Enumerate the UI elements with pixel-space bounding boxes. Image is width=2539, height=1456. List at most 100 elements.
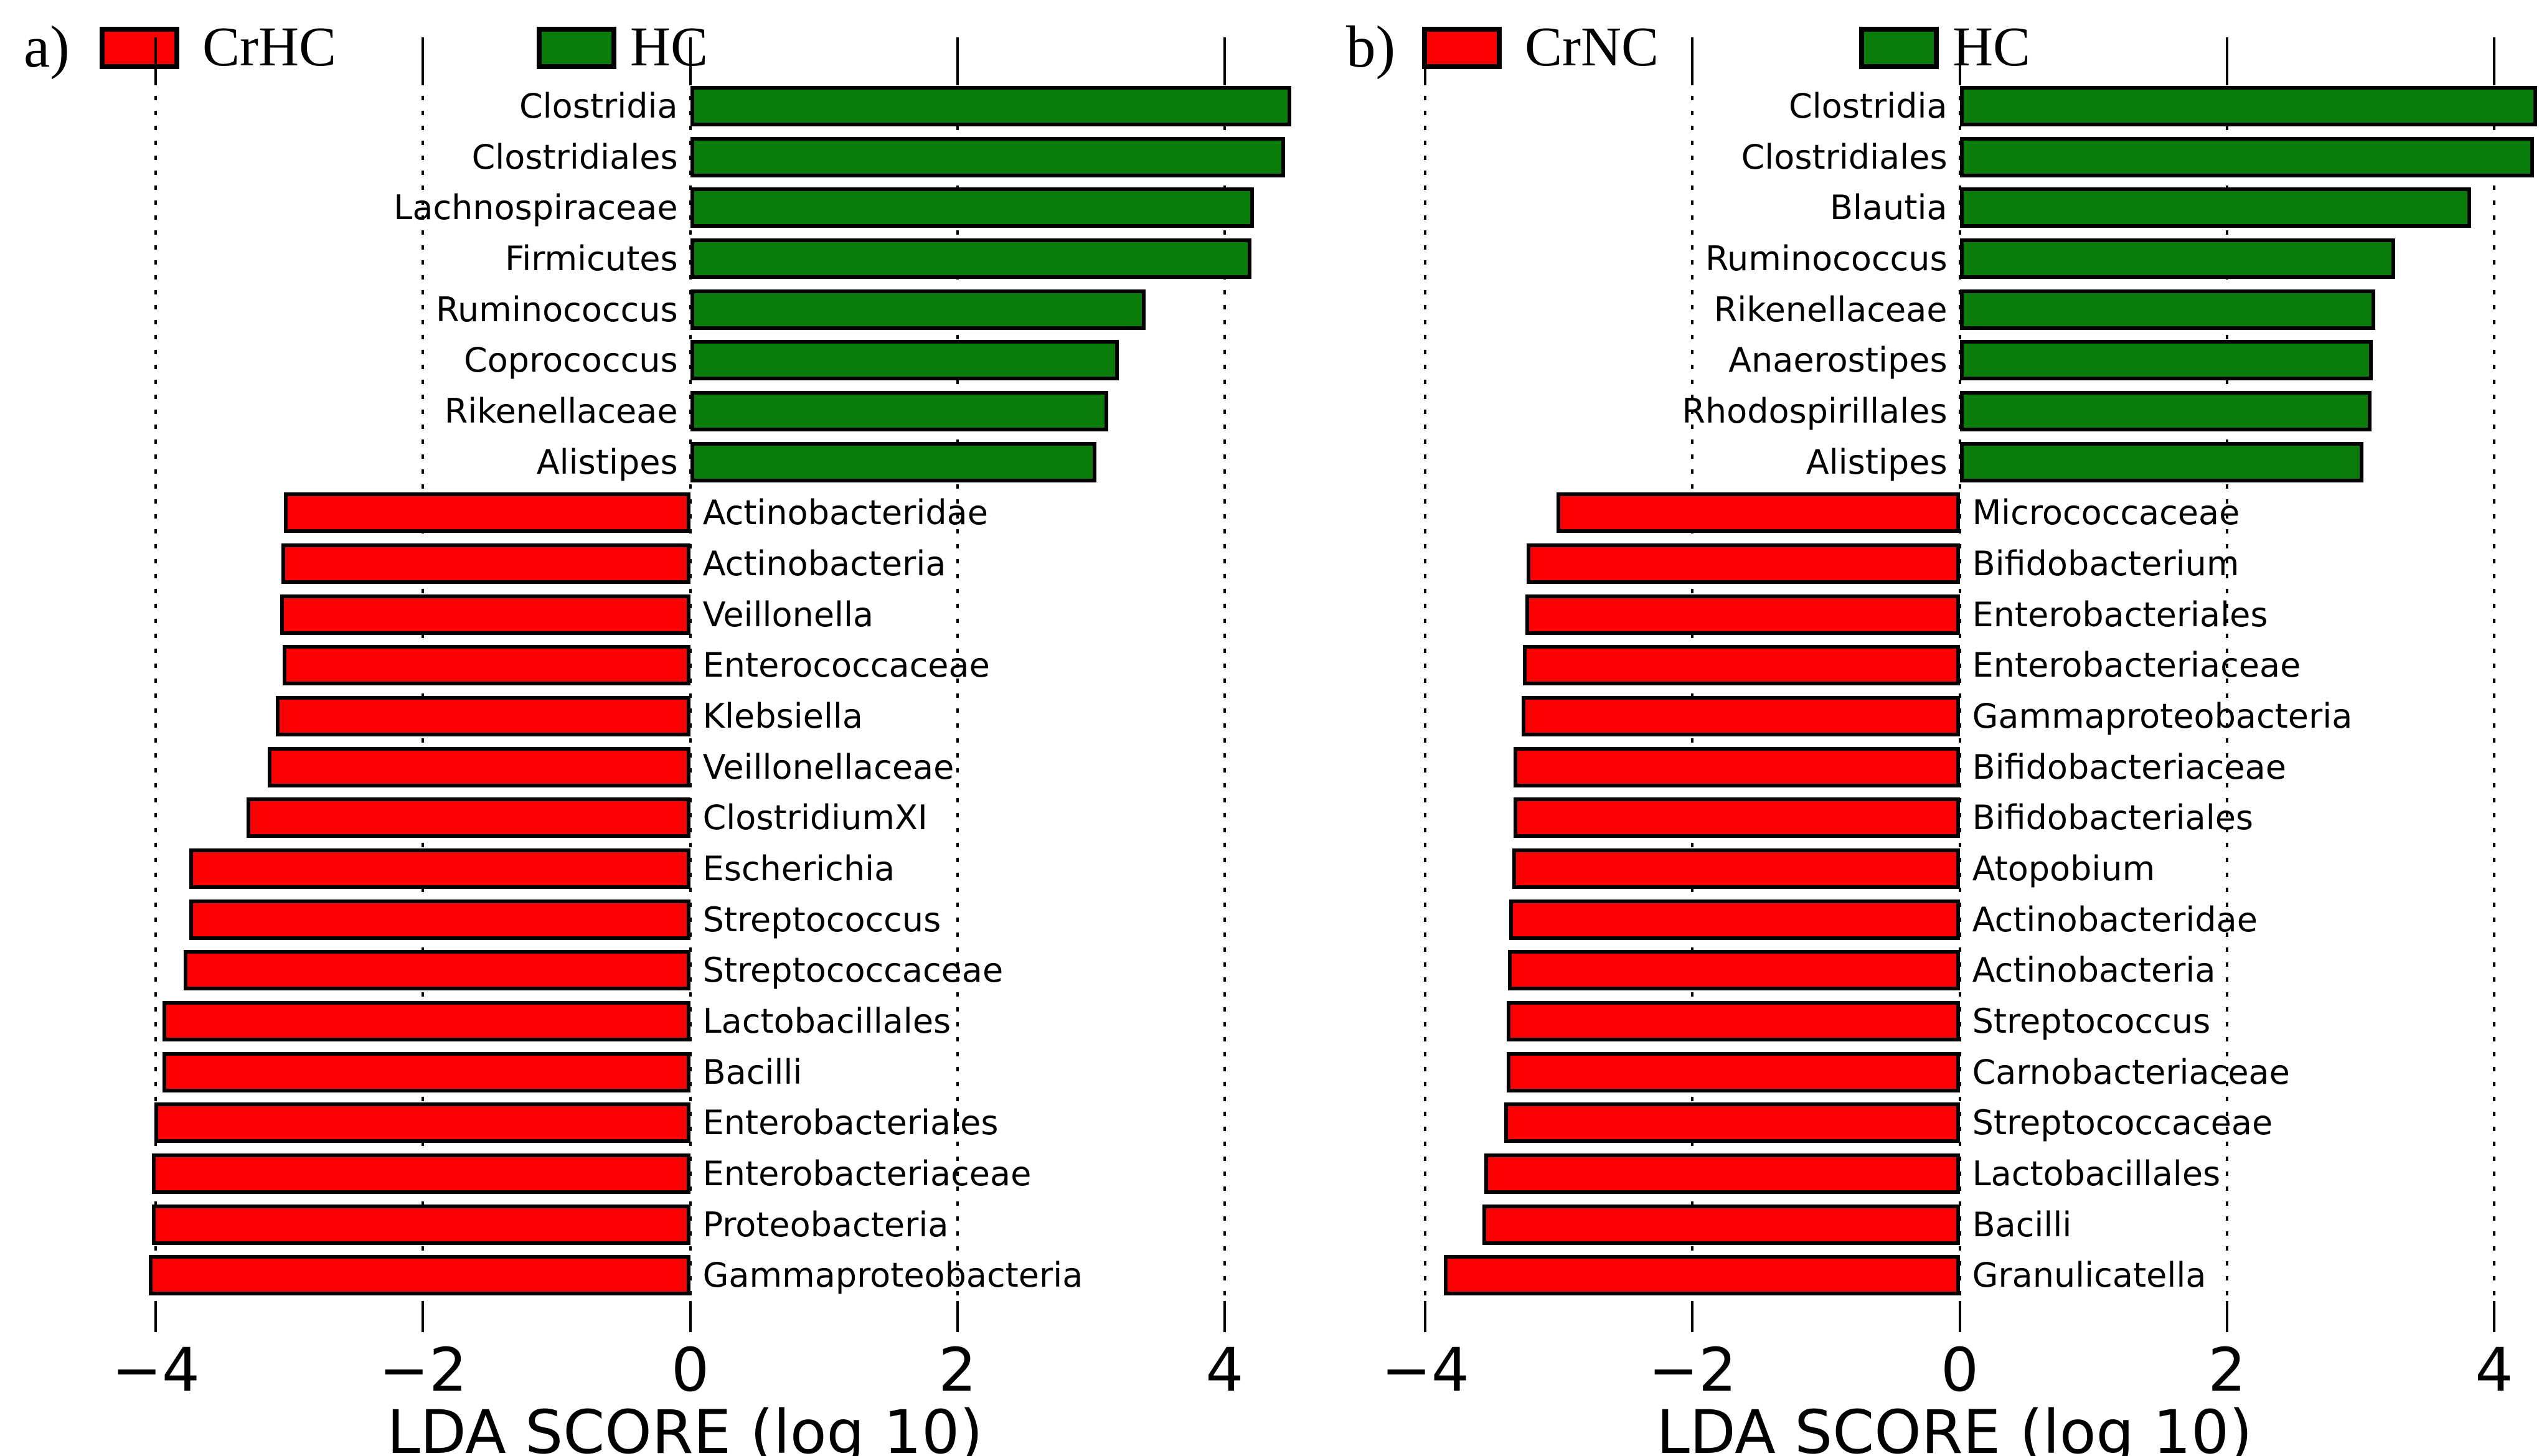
bar-lactobacillales	[162, 1001, 690, 1041]
axis-tick-bottom-x0	[689, 1301, 692, 1332]
bar-label-firmicutes: Firmicutes	[505, 239, 678, 278]
axis-tick-label-x2: 2	[2208, 1335, 2246, 1405]
bar-row: Lactobacillales	[1332, 1148, 2539, 1200]
bar-enterococcaceae	[283, 645, 690, 686]
bar-enterobacteriales	[154, 1102, 690, 1144]
bar-row: Gammaproteobacteria	[62, 1250, 1307, 1301]
legend-swatch-hc	[537, 27, 616, 69]
bar-label-clostridia: Clostridia	[519, 87, 678, 126]
bar-row: Veillonellaceae	[62, 742, 1307, 793]
axis-tick-bottom-x-4	[1424, 1301, 1427, 1332]
bar-row: Rikenellaceae	[62, 386, 1307, 437]
bar-label-micrococcaceae: Micrococcaceae	[1972, 493, 2240, 533]
axis-tick-label-x4: 4	[2475, 1335, 2513, 1405]
bar-escherichia	[189, 848, 690, 889]
legend-swatch-crnc	[1422, 27, 1502, 69]
gridline-x-4	[1424, 81, 1427, 1301]
bar-row: Streptococcaceae	[1332, 1097, 2539, 1148]
bar-row: Clostridia	[62, 81, 1307, 132]
bar-label-atopobium: Atopobium	[1972, 849, 2155, 888]
bar-row: Klebsiella	[62, 691, 1307, 742]
plot-area-a: −4 −2 0 2 4 Clostridia Clostridiales Lachnospir…	[0, 37, 1292, 1405]
bar-row: Granulicatella	[1332, 1250, 2539, 1301]
bar-label-coprococcus: Coprococcus	[464, 341, 678, 380]
bar-actinobacteria	[281, 543, 690, 584]
bar-bacilli	[162, 1051, 690, 1092]
axis-tick-top-x-4	[154, 37, 158, 81]
bar-label-gammaproteobacteria: Gammaproteobacteria	[702, 1256, 1083, 1295]
bar-row: ClostridiumXI	[62, 792, 1307, 843]
bar-label-actinobacteridae: Actinobacteridae	[1972, 899, 2258, 939]
bar-row: Micrococcaceae	[1332, 487, 2539, 538]
bar-row: Enterobacteriaceae	[62, 1148, 1307, 1200]
bar-label-clostridiales: Clostridiales	[1741, 137, 1948, 177]
bar-rhodospirillales	[1959, 391, 2372, 431]
bar-actinobacteridae	[284, 492, 690, 533]
axis-tick-top-x4	[1223, 37, 1226, 81]
axis-tick-label-x0: 0	[1941, 1335, 1979, 1405]
bar-row: Enterobacteriales	[62, 1097, 1307, 1148]
bar-row: Streptococcus	[62, 895, 1307, 946]
bar-row: Blautia	[1332, 182, 2539, 233]
bar-label-lactobacillales: Lactobacillales	[1972, 1154, 2221, 1193]
axis-tick-top-x-4	[1424, 37, 1427, 81]
bar-row: Clostridiales	[1332, 132, 2539, 183]
bar-row: Streptococcaceae	[62, 945, 1307, 996]
bar-row: Actinobacteridae	[62, 487, 1307, 538]
bar-label-clostridiumxi: ClostridiumXI	[702, 798, 928, 838]
bar-row: Coprococcus	[62, 335, 1307, 386]
bar-proteobacteria	[151, 1204, 690, 1245]
legend-swatch-crhc	[100, 27, 179, 69]
legend-panel-b: b) CrNC HC	[1270, 0, 2539, 84]
plot-inner-b: −4 −2 0 2 4 Clostridia Clostridiales Blautia Rum…	[1332, 37, 2539, 1405]
axis-tick-label-x-2: −2	[379, 1335, 468, 1405]
bar-label-streptococcaceae: Streptococcaceae	[702, 951, 1004, 990]
axis-tick-bottom-x4	[2492, 1301, 2495, 1332]
axis-tick-bottom-x2	[2225, 1301, 2228, 1332]
x-axis-title-a: LDA SCORE (log 10)	[387, 1397, 983, 1456]
panel-a: a) CrHC HC −4 −2 0 2 4 Clostridia Clostridiale…	[0, 14, 1292, 1456]
bar-row: Clostridia	[1332, 81, 2539, 132]
legend-inner: b) CrNC HC	[1322, 0, 2539, 84]
axis-tick-bottom-x-2	[1691, 1301, 1694, 1332]
bar-label-veillonella: Veillonella	[702, 594, 874, 634]
bar-veillonellaceae	[268, 746, 690, 787]
bar-label-bacilli: Bacilli	[702, 1052, 803, 1092]
bar-alistipes	[1959, 441, 2363, 482]
bar-row: Alistipes	[62, 437, 1307, 488]
axis-tick-label-x-4: −4	[1381, 1335, 1469, 1405]
bar-row: Actinobacteria	[62, 538, 1307, 589]
gridline-x0	[1958, 81, 1961, 1301]
bar-clostridia	[1959, 86, 2537, 126]
bar-label-streptococcus: Streptococcus	[1972, 1002, 2211, 1041]
bar-label-carnobacteriaceae: Carnobacteriaceae	[1972, 1052, 2290, 1092]
gridline-x-4	[154, 81, 158, 1301]
plot-area-b: −4 −2 0 2 4 Clostridia Clostridiales Blautia Rum…	[1270, 37, 2539, 1405]
bar-micrococcaceae	[1556, 492, 1960, 533]
axis-tick-bottom-x-4	[154, 1301, 158, 1332]
bar-enterobacteriaceae	[151, 1153, 690, 1194]
bar-row: Streptococcus	[1332, 996, 2539, 1047]
panel-a-tag: a)	[24, 14, 70, 80]
bar-row: Enterobacteriales	[1332, 589, 2539, 641]
axis-tick-top-x4	[2492, 37, 2495, 81]
bar-rikenellaceae	[1959, 289, 2375, 330]
bar-row: Rikenellaceae	[1332, 284, 2539, 336]
bar-label-lactobacillales: Lactobacillales	[702, 1002, 951, 1041]
bar-blautia	[1959, 187, 2472, 228]
bar-row: Anaerostipes	[1332, 335, 2539, 386]
bar-label-enterobacteriaceae: Enterobacteriaceae	[702, 1154, 1032, 1193]
bar-label-bifidobacterium: Bifidobacterium	[1972, 544, 2240, 583]
axis-tick-label-x4: 4	[1205, 1335, 1244, 1405]
bar-label-bacilli: Bacilli	[1972, 1205, 2072, 1244]
bar-label-enterobacteriaceae: Enterobacteriaceae	[1972, 646, 2301, 685]
bar-row: Ruminococcus	[62, 284, 1307, 336]
bar-row: Bacilli	[1332, 1200, 2539, 1251]
bar-label-bifidobacteriaceae: Bifidobacteriaceae	[1972, 747, 2286, 787]
bar-row: Enterococcaceae	[62, 640, 1307, 691]
bar-anaerostipes	[1959, 340, 2373, 381]
bar-label-gammaproteobacteria: Gammaproteobacteria	[1972, 697, 2353, 736]
bar-ruminococcus	[1959, 238, 2396, 279]
bar-label-alistipes: Alistipes	[536, 442, 678, 482]
legend-label-hc: HC	[630, 16, 709, 78]
